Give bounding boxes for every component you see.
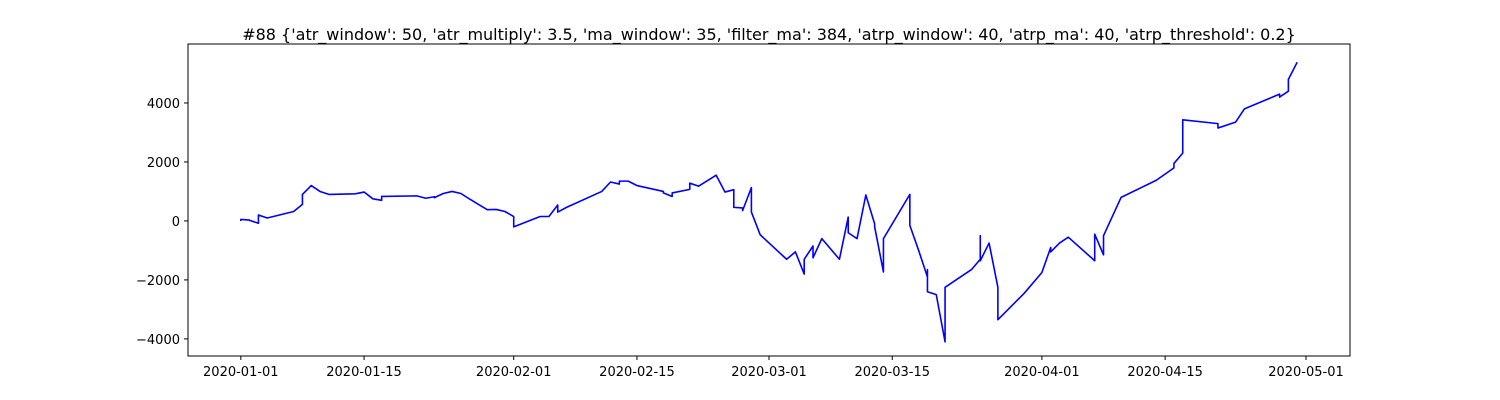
y-tick-label: −2000 — [136, 274, 180, 289]
plot-frame — [187, 43, 1351, 357]
y-tick-label: −4000 — [136, 333, 180, 348]
x-tick-label: 2020-03-01 — [731, 365, 807, 380]
x-tick-label: 2020-04-01 — [1004, 365, 1080, 380]
x-tick-label: 2020-01-15 — [326, 365, 402, 380]
x-tick-label: 2020-02-01 — [476, 365, 552, 380]
x-tick-label: 2020-05-01 — [1268, 365, 1344, 380]
x-tick-label: 2020-01-01 — [203, 365, 279, 380]
x-tick-label: 2020-02-15 — [599, 365, 675, 380]
x-tick-label: 2020-03-15 — [854, 365, 930, 380]
y-tick-label: 2000 — [147, 156, 180, 171]
y-tick-label: 0 — [172, 215, 180, 230]
x-tick-label: 2020-04-15 — [1127, 365, 1203, 380]
y-tick-label: 4000 — [147, 97, 180, 112]
data-line — [240, 61, 1298, 343]
chart-title: #88 {'atr_window': 50, 'atr_multiply': 3… — [242, 25, 1296, 45]
